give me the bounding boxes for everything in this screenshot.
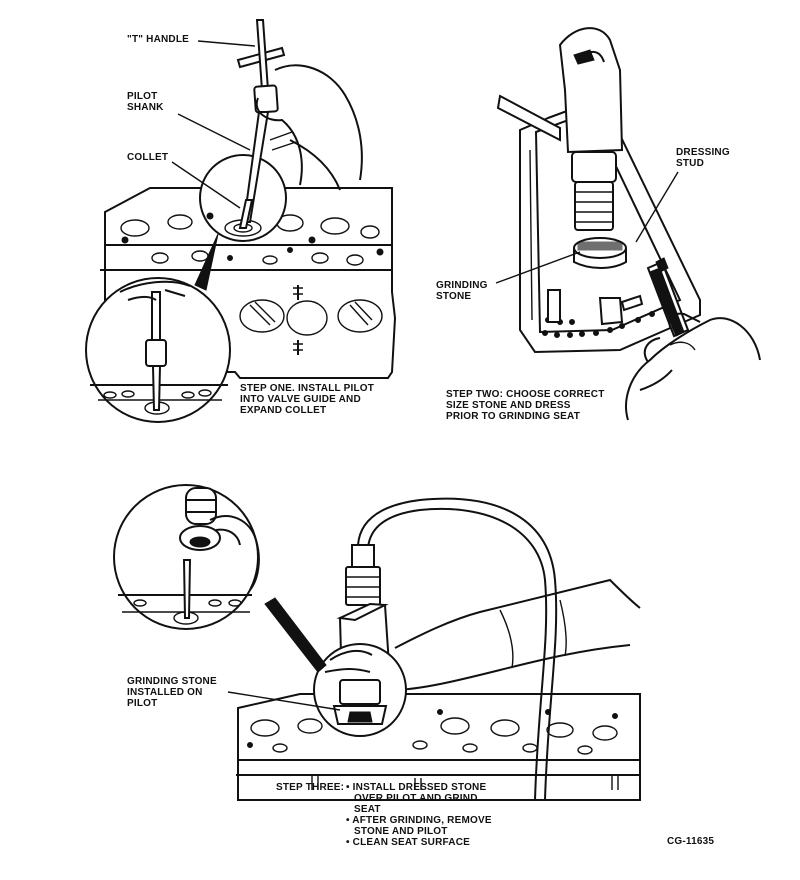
pilot-tool bbox=[236, 19, 286, 229]
step-three-item-1-cont-b: SEAT bbox=[354, 804, 381, 815]
grinding-stone-line-1: GRINDING bbox=[436, 280, 488, 291]
step-one-line-3: EXPAND COLLET bbox=[240, 405, 327, 416]
collet-magnifier-circle bbox=[199, 154, 287, 242]
hose-coupling bbox=[345, 566, 381, 606]
dressing-stud-label: DRESSING STUD bbox=[676, 147, 730, 169]
pilot-shank-label: PILOT SHANK bbox=[127, 91, 164, 113]
step-two-line-1: STEP TWO: CHOOSE CORRECT bbox=[446, 389, 605, 400]
stone-installed-line-2: INSTALLED ON bbox=[127, 687, 203, 698]
step-three-item-3: • CLEAN SEAT SURFACE bbox=[346, 837, 470, 848]
dressing-stud-line-1: DRESSING bbox=[676, 147, 730, 158]
stone-installed-line-1: GRINDING STONE bbox=[127, 676, 217, 687]
hand-step-two bbox=[625, 312, 761, 421]
grinder-motor bbox=[558, 27, 624, 154]
leader-lines bbox=[171, 40, 679, 711]
collet-label: COLLET bbox=[127, 152, 169, 163]
step-one-line-2: INTO VALVE GUIDE AND bbox=[240, 394, 361, 405]
step-three-item-1-cont-a: OVER PILOT AND GRIND bbox=[354, 793, 478, 804]
step-two-line-2: SIZE STONE AND DRESS bbox=[446, 400, 571, 411]
dressing-stud-line-2: STUD bbox=[676, 158, 705, 169]
figure-id: CG-11635 bbox=[667, 836, 715, 847]
step-two-line-3: PRIOR TO GRINDING SEAT bbox=[446, 411, 581, 422]
step-three-illustration bbox=[113, 484, 641, 801]
pilot-shank-line-1: PILOT bbox=[127, 91, 158, 102]
step-two-text: STEP TWO: CHOOSE CORRECT SIZE STONE AND … bbox=[446, 389, 605, 422]
t-handle-label: "T" HANDLE bbox=[127, 34, 190, 45]
stone-installed-label: GRINDING STONE INSTALLED ON PILOT bbox=[127, 676, 217, 709]
step-three-item-2: • AFTER GRINDING, REMOVE bbox=[346, 815, 492, 826]
step-one-text: STEP ONE. INSTALL PILOT INTO VALVE GUIDE… bbox=[240, 383, 374, 416]
step-three-list: • INSTALL DRESSED STONE OVER PILOT AND G… bbox=[346, 782, 492, 848]
hand-step-one bbox=[255, 64, 363, 191]
arm-step-three bbox=[391, 578, 641, 691]
grinding-stone-label: GRINDING STONE bbox=[436, 280, 488, 302]
grinding-stone-line-2: STONE bbox=[436, 291, 472, 302]
pilot-shank-line-2: SHANK bbox=[127, 102, 164, 113]
step-two-illustration bbox=[496, 27, 761, 421]
step-three-item-1: • INSTALL DRESSED STONE bbox=[346, 782, 487, 793]
air-hose bbox=[357, 497, 558, 801]
step-one-line-1: STEP ONE. INSTALL PILOT bbox=[240, 383, 375, 394]
step-one-illustration bbox=[85, 19, 397, 423]
step-three-title: STEP THREE: bbox=[276, 782, 345, 793]
step-three-item-2-cont: STONE AND PILOT bbox=[354, 826, 448, 837]
stone-installed-line-3: PILOT bbox=[127, 698, 158, 709]
